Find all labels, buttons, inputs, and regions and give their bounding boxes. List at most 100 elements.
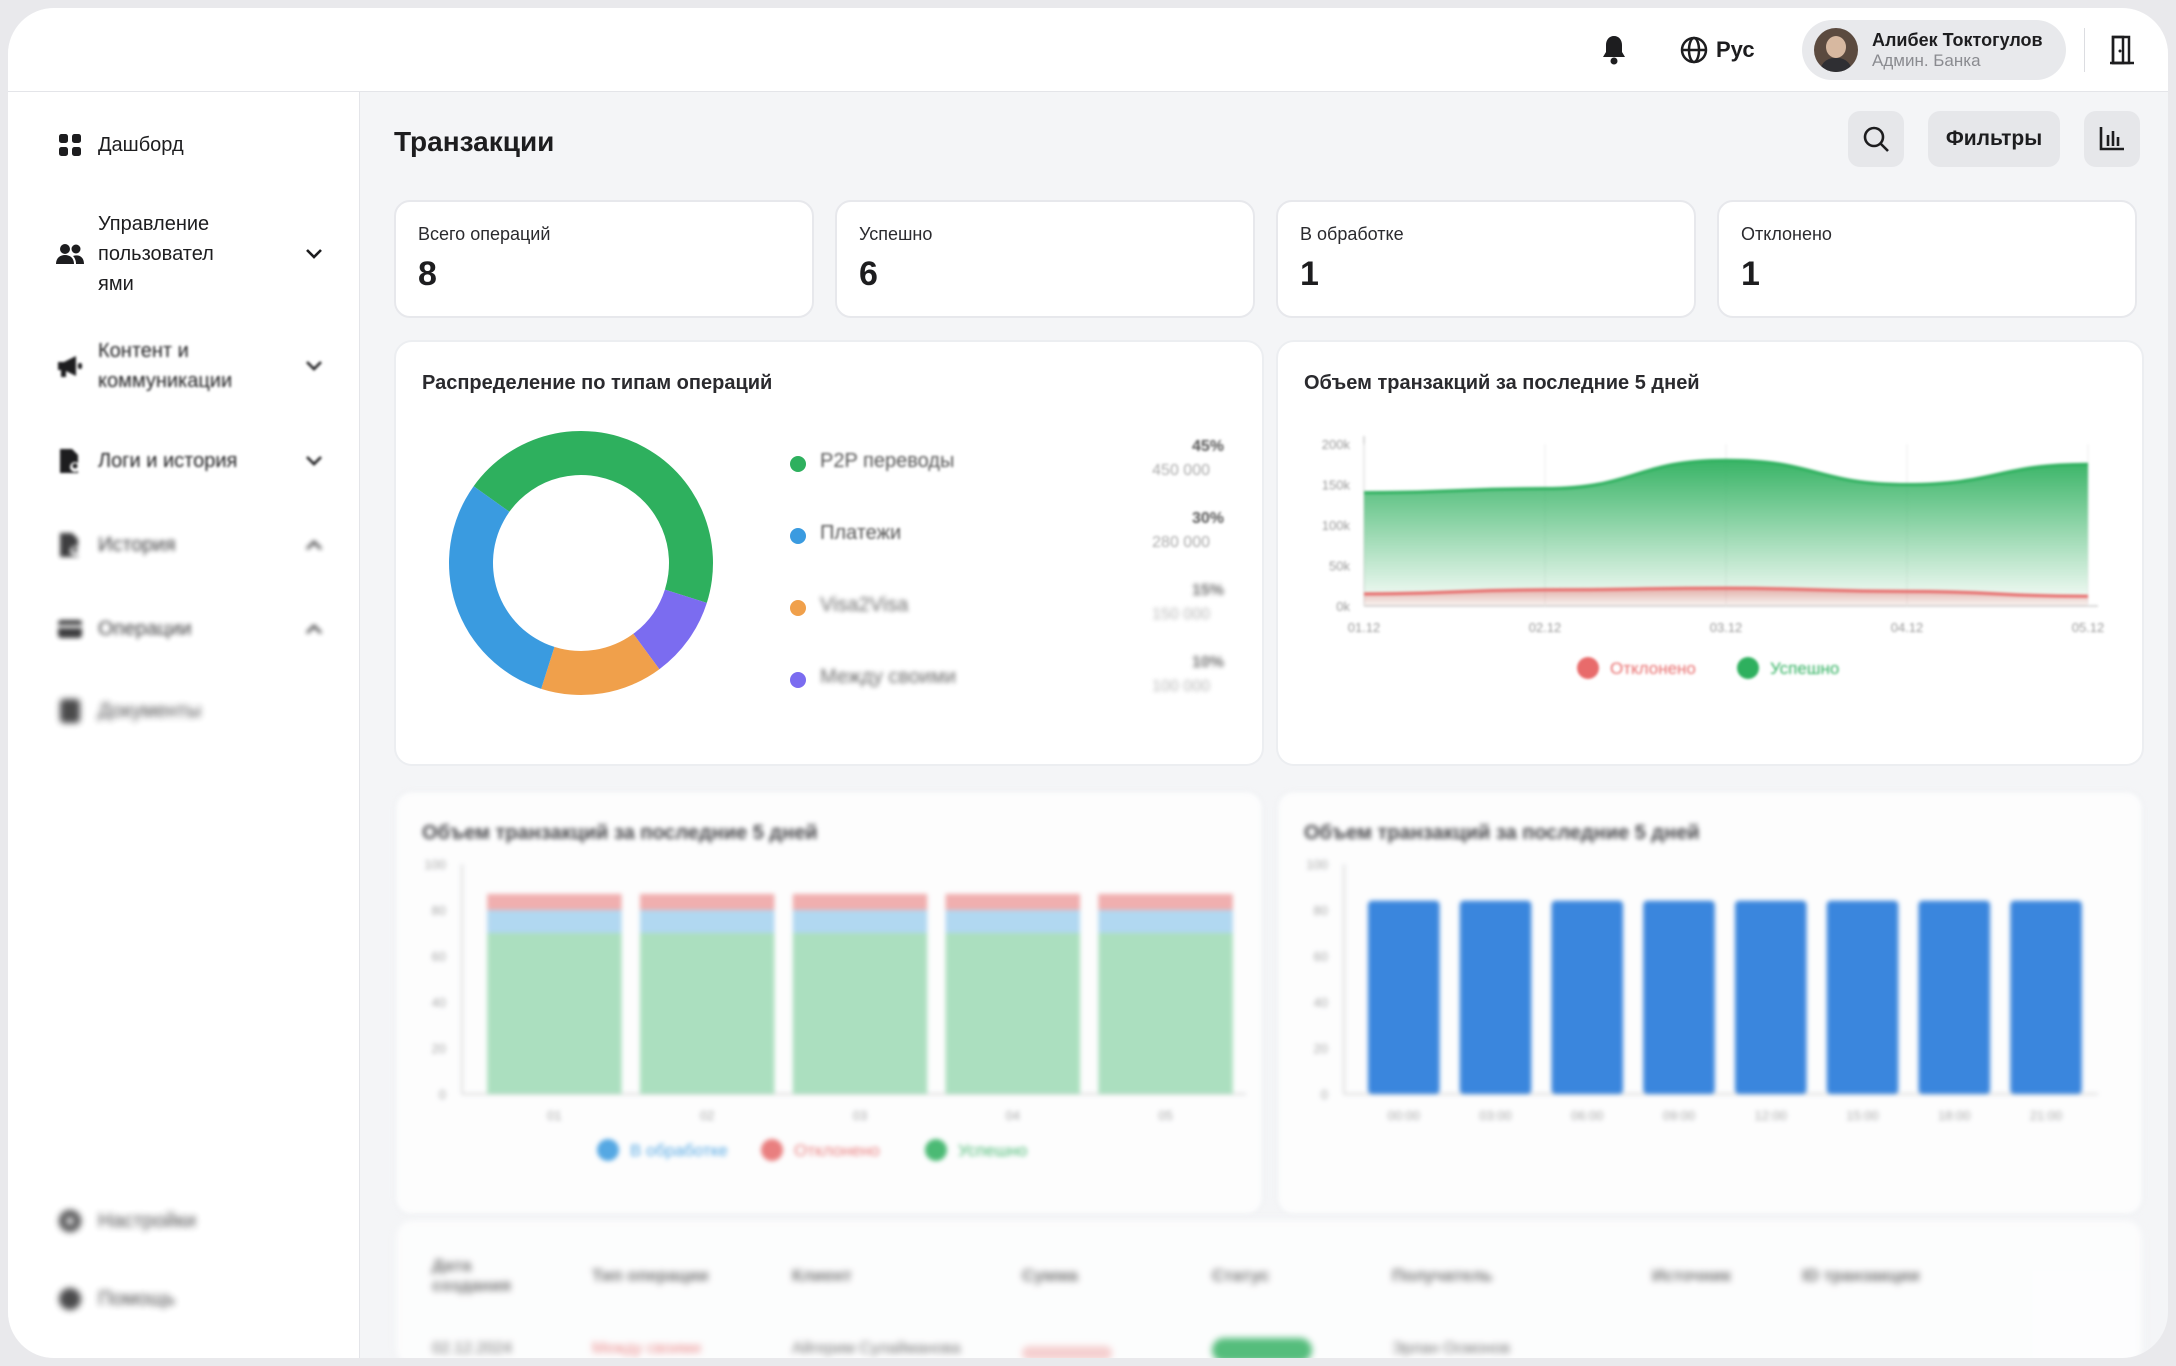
document-user-icon [56,447,84,475]
user-menu[interactable]: Алибек Токтогулов Админ. Банка [1802,20,2066,80]
table-header[interactable]: Клиент [792,1266,852,1285]
y-tick-label: 40 [432,995,446,1010]
stat-card-processing: В обработке 1 [1276,200,1696,318]
bar-segment [945,910,1081,933]
sidebar-item-label: Логи и история [98,450,238,472]
stat-label: Всего операций [418,224,551,244]
bar-segment [487,933,622,1094]
stacked-bar-card: Объем транзакций за последние 5 дней 100… [394,790,1264,1216]
bar [1368,900,1440,1094]
x-tick-label: 02.12 [1529,620,1562,635]
bar-segment [1098,910,1233,933]
legend-percent: 30% [1191,510,1224,527]
table-header[interactable]: Сумма [1022,1266,1078,1285]
legend-label: В обработке [630,1141,728,1160]
bar [2010,900,2082,1094]
table-header[interactable]: Получатель [1392,1266,1493,1285]
y-tick-label: 20 [432,1041,446,1056]
bar-chart-icon [2099,127,2124,151]
sidebar-item-users[interactable]: Управление пользовател ями [56,206,326,302]
stat-value: 6 [859,255,878,293]
legend-label: Между своими [820,666,957,688]
logout-button[interactable] [2102,8,2142,92]
legend-swatch [790,456,806,472]
chevron-down-icon[interactable] [302,242,326,266]
chart-view-button[interactable] [2084,111,2140,167]
doc-icon [56,697,84,725]
sidebar-item-label: Операции [98,618,192,640]
sidebar-item-help[interactable]: Помощь [56,1284,326,1314]
legend-swatch [925,1139,947,1161]
door-icon [2110,35,2134,65]
legend-swatch [790,528,806,544]
table-header[interactable]: Тип операции [592,1266,709,1285]
legend-label: Отклонено [1610,659,1696,678]
bar-segment [945,933,1081,1094]
area-chart: 200k 150k 100k 50k 0k 01.12 02.12 03.12 04.12 05.… [1322,436,2104,679]
sidebar-item-dashboard[interactable]: Дашборд [56,130,326,160]
y-tick-label: 60 [1314,949,1328,964]
y-tick-label: 0 [439,1087,446,1102]
sidebar-item-history[interactable]: История [56,530,326,560]
chevron-down-icon[interactable] [302,354,326,378]
legend-swatch [1577,657,1599,679]
notifications-button[interactable] [1594,8,1634,92]
table-cell: 02.12.2024 [432,1340,513,1357]
legend-label: Успешно [1770,659,1839,678]
x-tick-label: 00:00 [1388,1108,1421,1123]
chevron-down-icon[interactable] [302,449,326,473]
sidebar-item-logs[interactable]: Логи и история [56,446,326,476]
bar-segment [1098,933,1233,1094]
legend-label: Visa2Visa [820,594,909,616]
table-header[interactable]: Источник [1652,1266,1731,1285]
sidebar: Дашборд Управление пользовател ями Конте… [8,92,360,1358]
sidebar-item-label: Дашборд [98,134,184,156]
y-tick-label: 80 [432,903,446,918]
top-bar: Рус Алибек Токтогулов Админ. Банка [8,8,2168,92]
legend-item: Между своими 10% 100 000 [790,654,1230,695]
sidebar-item-operations[interactable]: Операции [56,614,326,644]
area-series-line [1363,458,2089,495]
sidebar-item-label: Документы [98,700,202,722]
legend-percent: 10% [1191,654,1224,671]
users-icon [56,240,84,268]
search-button[interactable] [1848,111,1904,167]
stat-value: 1 [1741,255,1760,293]
y-tick-label: 100k [1322,518,1351,533]
chevron-up-icon[interactable] [302,533,326,557]
transactions-table: Дата создания Тип операции Клиент Сумма … [394,1218,2144,1358]
sidebar-item-label: Настройки [98,1210,197,1232]
table-cell: Эрлан Осмонов [1392,1340,1510,1357]
card-title: Объем транзакций за последние 5 дней [1304,822,1700,844]
status-badge [1212,1338,1312,1358]
sidebar-item-documents[interactable]: Документы [56,696,326,726]
bar-segment [639,910,775,933]
help-icon [56,1285,84,1313]
sidebar-item-content[interactable]: Контент и коммуникации [56,334,326,398]
table-header[interactable]: Дата создания [432,1256,511,1295]
table-header[interactable]: ID транзакции [1802,1266,1920,1285]
y-tick-label: 100 [424,857,446,872]
table-cell: Айгерим Сулайманова [792,1340,961,1357]
search-icon [1863,126,1889,152]
sidebar-item-label: Управление пользовател ями [98,213,214,295]
x-tick-label: 06:00 [1571,1108,1604,1123]
x-tick-label: 04 [1006,1108,1020,1123]
x-tick-label: 03.12 [1710,620,1743,635]
table-header[interactable]: Статус [1212,1266,1270,1285]
language-switcher[interactable]: Рус [1680,8,1755,92]
table-cell: Между своими [592,1340,701,1357]
sidebar-item-settings[interactable]: Настройки [56,1206,326,1236]
x-tick-label: 09:00 [1663,1108,1696,1123]
chevron-up-icon[interactable] [302,617,326,641]
legend-amount: 450 000 [1152,462,1210,479]
bar-segment [487,893,622,910]
x-tick-label: 18:00 [1938,1108,1971,1123]
volume-area-card: Объем транзакций за последние 5 дней 200… [1276,340,2144,766]
bar-segment [792,933,928,1094]
filters-button[interactable]: Фильтры [1928,111,2060,167]
bar [1826,900,1899,1094]
donut-slice [473,430,713,603]
bar-segment [639,893,775,910]
stat-label: Успешно [859,224,933,244]
